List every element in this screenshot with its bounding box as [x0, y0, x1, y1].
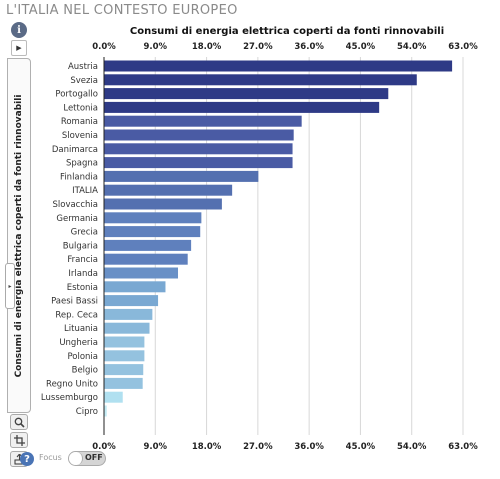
category-label: Germania [56, 214, 98, 224]
category-label: Lettonia [63, 103, 98, 113]
bar [104, 101, 380, 113]
x-tick-label-top: 9.0% [143, 42, 167, 52]
bar [104, 115, 302, 127]
focus-toggle-knob[interactable] [69, 452, 83, 465]
focus-label: Focus [39, 453, 62, 462]
x-tick-label-top: 0.0% [92, 42, 116, 52]
bar [104, 336, 145, 348]
crop-icon[interactable] [10, 432, 28, 448]
category-label: Cipro [76, 407, 98, 417]
x-tick-label-top: 36.0% [294, 42, 324, 52]
category-label: Finlandia [60, 172, 98, 182]
menu-arrow-icon[interactable]: ▶ [11, 40, 27, 56]
x-tick-label-top: 54.0% [397, 42, 427, 52]
focus-toggle[interactable]: OFF [68, 451, 106, 466]
category-label: Paesi Bassi [51, 297, 98, 307]
x-tick-label-bottom: 54.0% [397, 442, 427, 452]
bar [104, 239, 192, 251]
bar [104, 308, 153, 320]
collapse-handle[interactable]: ▸ [5, 263, 15, 309]
category-label: Regno Unito [46, 379, 98, 389]
x-tick-label-bottom: 0.0% [92, 442, 116, 452]
category-label: Romania [61, 117, 98, 127]
category-label: Lituania [64, 324, 98, 334]
category-label: Ungheria [59, 338, 98, 348]
bar [104, 295, 159, 307]
bar [104, 322, 150, 334]
category-label: Svezia [70, 76, 98, 86]
x-tick-label-top: 27.0% [243, 42, 273, 52]
bar [104, 157, 293, 169]
bar [104, 198, 222, 210]
bar [104, 184, 233, 196]
chart-selector-tab[interactable]: Consumi di energia elettrica coperti da … [5, 58, 31, 413]
chart-title: Consumi di energia elettrica coperti da … [129, 26, 445, 37]
bar [104, 88, 389, 100]
bar [104, 281, 166, 293]
x-tick-label-bottom: 36.0% [294, 442, 324, 452]
category-label: Danimarca [52, 145, 98, 155]
category-label: Slovacchia [52, 200, 98, 210]
category-label: ITALIA [72, 186, 98, 196]
info-icon[interactable]: i [11, 22, 27, 38]
category-label: Estonia [67, 283, 98, 293]
x-tick-label-bottom: 18.0% [192, 442, 222, 452]
bar [104, 226, 201, 238]
bar [104, 60, 453, 72]
category-label: Lussemburgo [41, 393, 98, 403]
category-label: Portogallo [55, 90, 98, 100]
bar [104, 170, 259, 182]
bar [104, 405, 107, 417]
bar [104, 364, 144, 376]
category-label: Polonia [67, 352, 98, 362]
x-tick-label-top: 45.0% [346, 42, 376, 52]
category-label: Spagna [66, 159, 98, 169]
bar [104, 253, 188, 265]
page-title: L'ITALIA NEL CONTESTO EUROPEO [6, 3, 238, 18]
focus-toggle-state: OFF [85, 453, 103, 462]
category-label: Slovenia [62, 131, 98, 141]
bar [104, 74, 417, 86]
help-icon[interactable]: ? [20, 452, 34, 466]
x-tick-label-bottom: 45.0% [346, 442, 376, 452]
category-label: Austria [68, 62, 98, 72]
bar [104, 129, 294, 141]
x-tick-label-bottom: 27.0% [243, 442, 273, 452]
bar [104, 350, 145, 362]
category-label: Grecia [71, 228, 98, 238]
x-tick-label-bottom: 9.0% [143, 442, 167, 452]
x-tick-label-top: 18.0% [192, 42, 222, 52]
category-label: Bulgaria [63, 241, 98, 251]
category-label: Rep. Ceca [55, 310, 98, 320]
bar [104, 377, 143, 389]
category-label: Francia [67, 255, 98, 265]
bar [104, 391, 123, 403]
x-tick-label-top: 63.0% [448, 42, 478, 52]
category-label: Belgio [72, 366, 98, 376]
magnifier-icon[interactable] [10, 414, 28, 430]
x-tick-label-bottom: 63.0% [448, 442, 478, 452]
bar [104, 212, 202, 224]
category-label: Irlanda [68, 269, 98, 279]
bar [104, 143, 293, 155]
bar [104, 267, 179, 279]
